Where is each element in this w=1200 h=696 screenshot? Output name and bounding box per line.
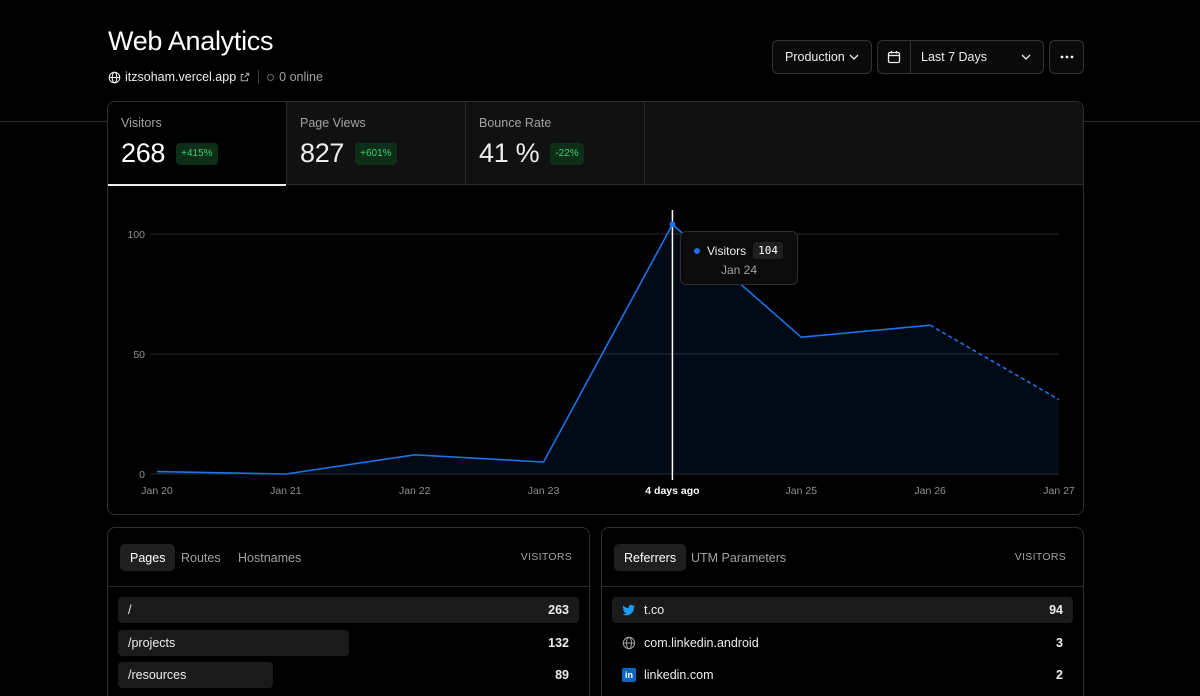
- list-row[interactable]: com.linkedin.android 3: [612, 630, 1073, 656]
- row-value: 2: [1056, 668, 1063, 682]
- tab-hostnames[interactable]: Hostnames: [238, 550, 302, 565]
- meta-separator: [258, 70, 260, 84]
- series-line-projection: [929, 324, 1060, 401]
- tab-routes[interactable]: Routes: [181, 550, 221, 565]
- linkedin-icon: in: [622, 668, 636, 682]
- ellipsis-icon: [1060, 55, 1073, 59]
- metric-value: 268: [121, 138, 166, 168]
- area-fill: [157, 224, 1059, 474]
- row-value: 263: [548, 603, 569, 617]
- metric-label: Bounce Rate: [479, 116, 552, 130]
- list-row[interactable]: t.co 94: [612, 597, 1073, 623]
- pages-panel-header: Pages Routes Hostnames VISITORS: [108, 528, 589, 587]
- row-label-text: linkedin.com: [644, 668, 714, 682]
- list-row[interactable]: / 263: [118, 597, 579, 623]
- referrers-panel: Referrers UTM Parameters VISITORS t.co 94…: [601, 527, 1084, 696]
- x-tick-label: Jan 22: [399, 485, 431, 497]
- x-tick-label: 4 days ago: [645, 485, 699, 497]
- row-value: 3: [1056, 635, 1063, 650]
- change-badge: -22%: [550, 142, 584, 165]
- row-label-text: com.linkedin.android: [644, 635, 759, 650]
- date-range-select[interactable]: Last 7 Days: [877, 40, 1044, 74]
- online-count: 0 online: [279, 70, 323, 84]
- metric-tabs: Visitors 268 +415% Page Views 827 +601% …: [108, 102, 1083, 186]
- globe-icon: [622, 636, 636, 649]
- row-label: /projects: [128, 635, 176, 650]
- share-bar: [118, 629, 349, 656]
- metric-tab-visitors[interactable]: Visitors 268 +415%: [108, 102, 287, 186]
- hover-point: [669, 221, 676, 228]
- chart-tooltip: Visitors 104 Jan 24: [680, 231, 798, 285]
- tab-utm-parameters[interactable]: UTM Parameters: [691, 550, 787, 565]
- more-options-button[interactable]: [1049, 40, 1084, 74]
- calendar-icon[interactable]: [878, 41, 911, 73]
- series-line-visitors: [156, 223, 931, 475]
- online-status-icon: [267, 73, 275, 81]
- page-title: Web Analytics: [108, 26, 274, 56]
- x-tick-label: Jan 27: [1043, 485, 1075, 497]
- series-swatch: [694, 247, 700, 254]
- domain-link[interactable]: itzsoham.vercel.app: [125, 70, 237, 84]
- date-range-label: Last 7 Days: [921, 50, 988, 64]
- environment-label: Production: [785, 50, 845, 64]
- row-label: /: [128, 603, 132, 617]
- metric-label: Visitors: [121, 116, 162, 130]
- share-bar: [612, 597, 1073, 623]
- row-label: t.co: [622, 603, 664, 617]
- column-header-visitors: VISITORS: [520, 551, 572, 563]
- y-tick-label: 50: [133, 349, 145, 361]
- row-value: 89: [555, 668, 569, 682]
- pages-panel: Pages Routes Hostnames VISITORS / 263/pro…: [107, 527, 590, 696]
- tab-pages[interactable]: Pages: [120, 544, 176, 571]
- column-header-visitors: VISITORS: [1014, 551, 1066, 563]
- change-badge: +601%: [355, 142, 397, 165]
- row-label: in linkedin.com: [622, 668, 713, 682]
- tooltip-date: Jan 24: [720, 263, 758, 277]
- y-tick-label: 0: [139, 469, 145, 481]
- site-meta: itzsoham.vercel.app 0 online: [108, 70, 323, 84]
- row-label: com.linkedin.android: [622, 636, 759, 650]
- external-link-icon[interactable]: [240, 72, 250, 82]
- x-tick-label: Jan 21: [270, 485, 302, 497]
- analytics-card: Visitors 268 +415% Page Views 827 +601% …: [107, 101, 1084, 515]
- globe-icon: [108, 71, 121, 83]
- chevron-down-icon: [1021, 54, 1031, 60]
- metric-value: 827: [300, 138, 345, 168]
- row-label: /resources: [128, 668, 187, 682]
- share-bar: [118, 597, 579, 623]
- metric-label: Page Views: [300, 116, 366, 130]
- referrers-panel-header: Referrers UTM Parameters VISITORS: [602, 528, 1083, 587]
- x-tick-label: Jan 25: [786, 485, 818, 497]
- row-value: 132: [548, 635, 569, 650]
- tab-referrers[interactable]: Referrers: [614, 544, 687, 571]
- change-badge: +415%: [176, 142, 218, 165]
- twitter-icon: [622, 604, 636, 616]
- tooltip-value: 104: [753, 242, 783, 259]
- list-row[interactable]: in linkedin.com 2: [612, 662, 1073, 688]
- tooltip-series: Visitors: [707, 243, 747, 258]
- row-label-text: t.co: [644, 603, 665, 617]
- share-bar: [118, 662, 273, 688]
- list-row[interactable]: /resources 89: [118, 662, 579, 688]
- metric-tab-bounce-rate[interactable]: Bounce Rate 41 % -22%: [466, 102, 645, 185]
- x-tick-label: Jan 23: [528, 485, 560, 497]
- list-row[interactable]: /projects 132: [118, 629, 579, 656]
- metric-tab-page-views[interactable]: Page Views 827 +601%: [287, 102, 466, 185]
- chevron-down-icon: [849, 54, 859, 60]
- y-tick-label: 100: [127, 229, 145, 241]
- x-tick-label: Jan 26: [914, 485, 946, 497]
- metric-value: 41 %: [479, 138, 540, 168]
- x-tick-label: Jan 20: [141, 485, 173, 497]
- row-value: 94: [1049, 603, 1063, 617]
- environment-select[interactable]: Production: [772, 40, 872, 74]
